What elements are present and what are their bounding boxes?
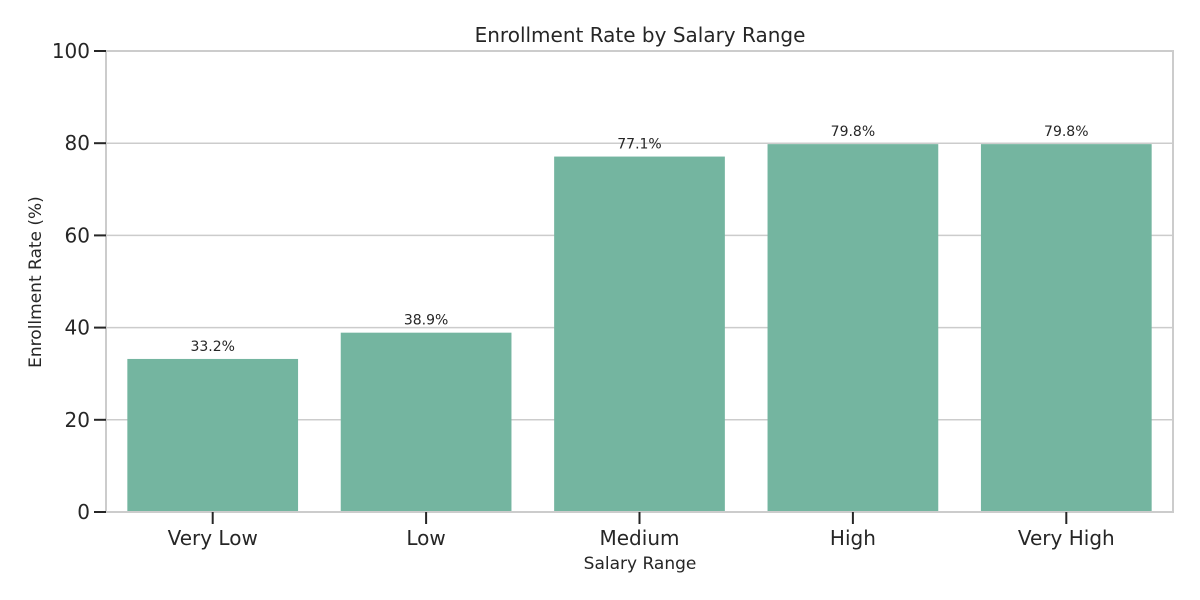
y-axis-label: Enrollment Rate (%) bbox=[26, 196, 46, 368]
y-tick-label: 20 bbox=[65, 408, 90, 432]
x-axis-ticks: Very Low Low Medium High Very High bbox=[168, 512, 1115, 550]
bar bbox=[980, 144, 1152, 512]
x-tick-label: Medium bbox=[600, 526, 680, 550]
y-tick-label: 0 bbox=[77, 500, 90, 524]
x-tick-label: High bbox=[830, 526, 876, 550]
bar-value-label: 38.9% bbox=[404, 313, 448, 329]
x-tick-label: Low bbox=[406, 526, 445, 550]
bar-value-label: 33.2% bbox=[190, 339, 234, 355]
x-tick-label: Very Low bbox=[168, 526, 258, 550]
y-axis-ticks: 0 20 40 60 80 100 bbox=[52, 39, 106, 524]
bar bbox=[340, 332, 512, 512]
bar-value-label: 77.1% bbox=[617, 137, 661, 153]
x-axis-label: Salary Range bbox=[584, 554, 697, 574]
bar-value-labels: 33.2% 38.9% 77.1% 79.8% 79.8% bbox=[190, 124, 1088, 355]
x-tick-label: Very High bbox=[1018, 526, 1115, 550]
bar bbox=[127, 358, 299, 512]
bar-value-label: 79.8% bbox=[1044, 124, 1088, 140]
chart-title: Enrollment Rate by Salary Range bbox=[475, 23, 806, 47]
bar bbox=[554, 156, 725, 512]
y-tick-label: 100 bbox=[52, 39, 90, 63]
bars bbox=[127, 144, 1152, 512]
y-tick-label: 80 bbox=[65, 131, 90, 155]
y-tick-label: 40 bbox=[65, 316, 90, 340]
y-tick-label: 60 bbox=[65, 223, 90, 247]
bar bbox=[767, 144, 939, 512]
bar-value-label: 79.8% bbox=[831, 124, 875, 140]
